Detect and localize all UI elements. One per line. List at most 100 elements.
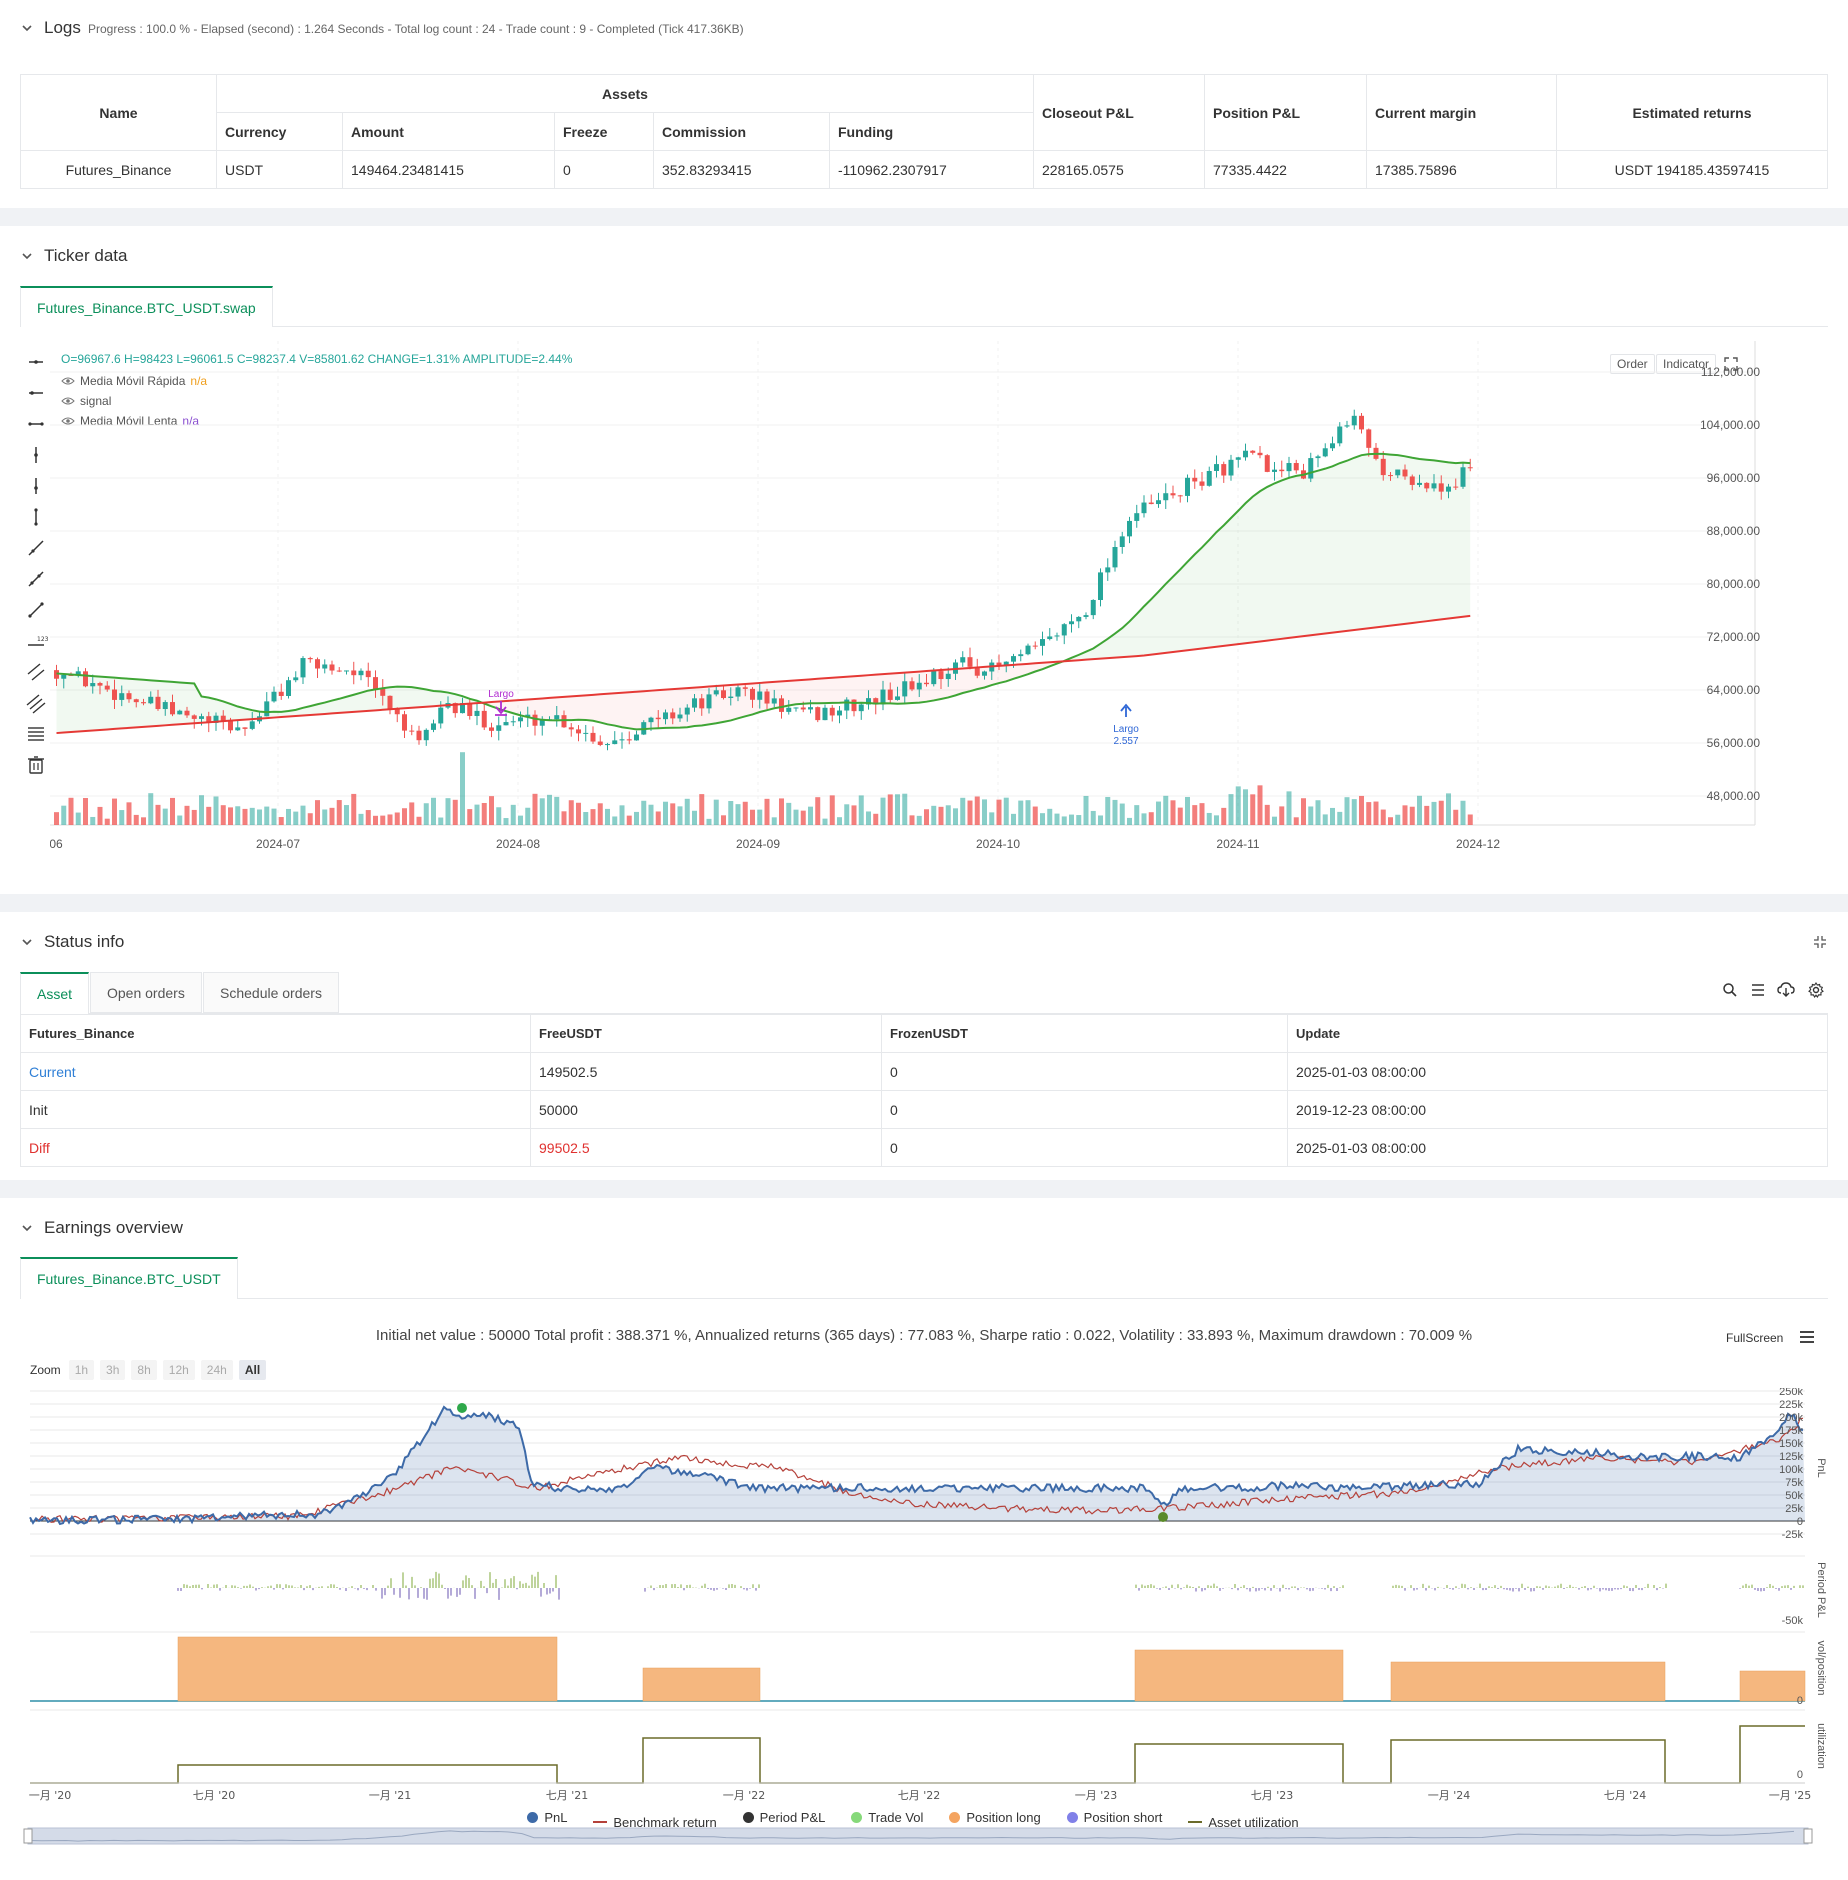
volume-bar xyxy=(887,794,893,825)
th-free: FreeUSDT xyxy=(530,1014,882,1053)
volume-bar xyxy=(1366,802,1372,825)
list-icon[interactable] xyxy=(1750,982,1766,998)
ma-fill-segment xyxy=(1158,583,1166,654)
collapse-icon[interactable] xyxy=(1812,934,1828,950)
tab-asset[interactable]: Asset xyxy=(20,972,90,1014)
volume-bar xyxy=(1040,813,1045,825)
navigator-handle-left[interactable] xyxy=(23,1828,33,1844)
volume-bar xyxy=(757,809,763,825)
legend-benchmark[interactable]: Benchmark return xyxy=(593,1815,717,1830)
zoom-all-button[interactable]: All xyxy=(238,1360,267,1380)
indicator-button[interactable]: Indicator xyxy=(1656,354,1717,374)
logs-header[interactable]: Logs xyxy=(20,18,81,38)
candlestick-chart[interactable]: Largo Largo 2.557 112,000.00 104,000.00 … xyxy=(50,341,1760,881)
eye-icon[interactable] xyxy=(61,376,75,386)
earnings-header[interactable]: Earnings overview xyxy=(20,1218,183,1238)
menu-icon[interactable] xyxy=(1798,1329,1816,1345)
trade-marker-2-label: Largo xyxy=(1113,724,1139,735)
earnings-chart[interactable]: 250k 225k 200k 175k 150k 125k 100k 75k 5… xyxy=(0,1388,1848,1858)
navigator-handle-right[interactable] xyxy=(1803,1828,1813,1844)
ma-fill-segment xyxy=(1376,453,1384,628)
trough-marker[interactable] xyxy=(1158,1512,1168,1522)
volume-bar xyxy=(481,802,487,825)
eye-icon[interactable] xyxy=(61,396,75,406)
trash-icon[interactable] xyxy=(24,753,48,777)
ma-fill-segment xyxy=(629,691,637,730)
fullscreen-button[interactable]: FullScreen xyxy=(1726,1331,1784,1345)
price-line-icon[interactable]: 123 xyxy=(24,629,48,653)
pnl-y-labels: 250k 225k 200k 175k 150k 125k 100k 75k 5… xyxy=(1779,1388,1803,1541)
volume-bar xyxy=(257,809,262,825)
volume-bar xyxy=(996,799,1002,825)
expand-icon[interactable] xyxy=(1722,355,1740,373)
ma-fill-segment xyxy=(825,677,833,704)
gear-icon[interactable] xyxy=(1808,982,1824,998)
segment-line-icon[interactable] xyxy=(24,598,48,622)
candle-body xyxy=(126,693,132,700)
zoom-24h-button[interactable]: 24h xyxy=(200,1360,233,1380)
legend-period-pnl[interactable]: Period P&L xyxy=(742,1810,825,1825)
x-label: 七月 '23 xyxy=(1251,1789,1294,1802)
tab-open-orders[interactable]: Open orders xyxy=(90,972,202,1013)
zoom-3h-button[interactable]: 3h xyxy=(100,1360,126,1380)
vertical-ray-icon[interactable] xyxy=(24,474,48,498)
volume-bar xyxy=(199,795,204,825)
volume-bar xyxy=(597,803,603,825)
candle-body xyxy=(467,703,473,716)
candle-body xyxy=(1018,654,1024,657)
order-button[interactable]: Order xyxy=(1610,354,1655,374)
navigator-track[interactable] xyxy=(27,1827,1809,1845)
cell-closeout: 228165.0575 xyxy=(1033,150,1205,189)
parallel-line-icon[interactable] xyxy=(24,660,48,684)
vertical-segment-icon[interactable] xyxy=(24,505,48,529)
legend-trade-vol[interactable]: Trade Vol xyxy=(851,1810,923,1825)
volume-bar xyxy=(779,798,784,825)
candle-body xyxy=(779,698,784,712)
candle-body xyxy=(199,716,204,719)
volume-bar xyxy=(1054,813,1060,825)
tab-earnings-symbol[interactable]: Futures_Binance.BTC_USDT xyxy=(20,1257,238,1299)
vertical-line-icon[interactable] xyxy=(24,443,48,467)
volume-bar xyxy=(1076,815,1082,825)
ma-fill-segment xyxy=(1296,474,1304,638)
channel-line-icon[interactable] xyxy=(24,691,48,715)
earnings-summary: Initial net value : 50000 Total profit :… xyxy=(375,1327,1473,1344)
util-y-label: 0 xyxy=(1797,1769,1803,1781)
status-header[interactable]: Status info xyxy=(20,932,124,952)
legend-position-long[interactable]: Position long xyxy=(949,1810,1041,1825)
candle-body xyxy=(1264,455,1270,472)
row-current-label[interactable]: Current xyxy=(20,1052,531,1091)
zoom-8h-button[interactable]: 8h xyxy=(131,1360,157,1380)
zoom-1h-button[interactable]: 1h xyxy=(68,1360,95,1380)
candle-body xyxy=(728,696,734,699)
legend-row-fast[interactable]: Media Móvil Rápida n/a xyxy=(61,371,207,391)
legend-row-signal[interactable]: signal xyxy=(61,391,207,411)
ray-line-icon[interactable] xyxy=(24,567,48,591)
trend-line-icon[interactable] xyxy=(24,536,48,560)
horizontal-segment-icon[interactable] xyxy=(24,412,48,436)
logs-title: Logs xyxy=(44,18,81,37)
legend-position-short[interactable]: Position short xyxy=(1066,1810,1162,1825)
eye-icon[interactable] xyxy=(61,416,75,426)
volume-bar xyxy=(953,808,958,825)
peak-marker[interactable] xyxy=(457,1403,467,1413)
horizontal-line-icon[interactable] xyxy=(24,350,48,374)
ticker-header[interactable]: Ticker data xyxy=(20,246,127,266)
tab-ticker-symbol[interactable]: Futures_Binance.BTC_USDT.swap xyxy=(20,286,273,327)
legend-pnl[interactable]: PnL xyxy=(527,1810,567,1825)
horizontal-ray-icon[interactable] xyxy=(24,381,48,405)
row-diff-update: 2025-01-03 08:00:00 xyxy=(1287,1128,1828,1167)
tab-schedule-orders[interactable]: Schedule orders xyxy=(203,972,339,1013)
zoom-12h-button[interactable]: 12h xyxy=(162,1360,195,1380)
trade-marker-2[interactable]: Largo 2.557 xyxy=(1113,703,1139,747)
search-icon[interactable] xyxy=(1722,982,1738,998)
ma-fill-segment xyxy=(1463,462,1471,617)
legend-asset-utilization[interactable]: Asset utilization xyxy=(1188,1815,1299,1830)
candle-body xyxy=(329,664,335,671)
fibonacci-line-icon[interactable] xyxy=(24,722,48,746)
volume-bar xyxy=(1380,809,1386,825)
candle-body xyxy=(228,721,233,731)
cloud-download-icon[interactable] xyxy=(1777,982,1795,998)
position-long-block xyxy=(642,1667,761,1702)
trade-marker-1[interactable]: Largo xyxy=(488,689,514,716)
